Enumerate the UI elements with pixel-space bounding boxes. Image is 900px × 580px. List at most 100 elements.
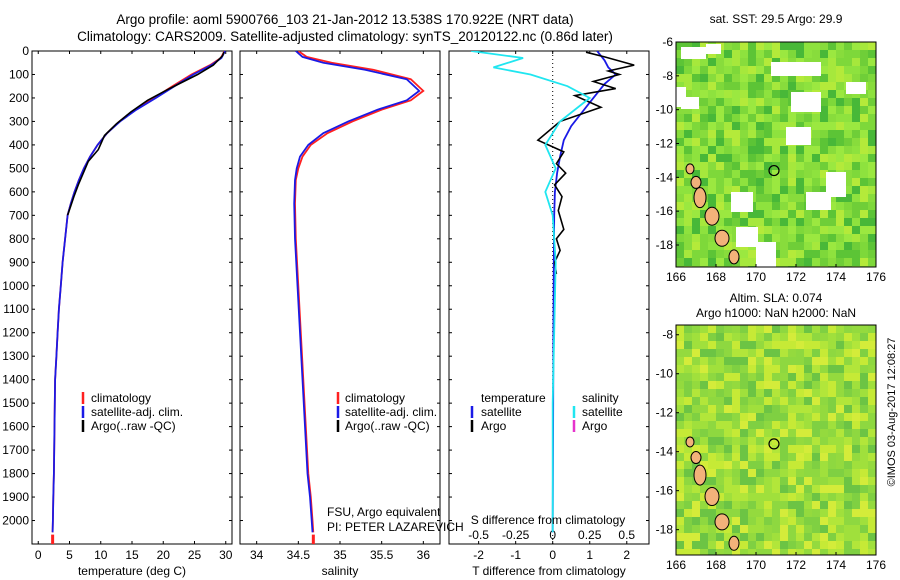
y-tick-label: 500 bbox=[9, 161, 29, 175]
map-cell bbox=[796, 42, 805, 51]
map-cell bbox=[692, 525, 701, 534]
map-cell bbox=[780, 509, 789, 518]
map-cell bbox=[820, 389, 829, 398]
map-cell bbox=[820, 509, 829, 518]
map-cell bbox=[796, 437, 805, 446]
map-cell bbox=[700, 445, 709, 454]
map-cell bbox=[740, 325, 749, 334]
map-cell bbox=[692, 82, 701, 91]
map-cell bbox=[868, 397, 876, 406]
map-cell bbox=[796, 461, 805, 470]
map-cell bbox=[732, 162, 741, 171]
map-cell bbox=[676, 114, 685, 123]
map-cell bbox=[676, 74, 685, 83]
x-tick-label: 0 bbox=[35, 548, 42, 562]
map-cell bbox=[724, 477, 733, 486]
map-cell bbox=[716, 50, 725, 59]
map-cell bbox=[716, 130, 725, 139]
map-cell bbox=[772, 525, 781, 534]
map-cell bbox=[724, 42, 733, 51]
map-cell bbox=[756, 90, 765, 99]
map-cell bbox=[780, 349, 789, 358]
map-cell bbox=[796, 325, 805, 334]
x-axis-label: temperature (deg C) bbox=[78, 564, 186, 578]
map-cell bbox=[860, 114, 869, 123]
map-cell bbox=[740, 82, 749, 91]
map-cell bbox=[788, 250, 797, 259]
map-cell bbox=[708, 469, 717, 478]
map-cell bbox=[684, 106, 693, 115]
map-cell bbox=[724, 146, 733, 155]
map-cell bbox=[756, 202, 765, 211]
map-cell bbox=[836, 349, 845, 358]
map-cell bbox=[716, 533, 725, 542]
map-cell bbox=[708, 333, 717, 342]
map-cell bbox=[852, 202, 861, 211]
map-cell bbox=[796, 517, 805, 526]
map-cell bbox=[700, 42, 709, 51]
x-tick-label: 35.5 bbox=[370, 548, 394, 562]
map-cell bbox=[692, 42, 701, 51]
map-cell bbox=[868, 210, 876, 219]
map-cell bbox=[828, 493, 837, 502]
map-cell bbox=[844, 98, 853, 107]
map-cell bbox=[820, 429, 829, 438]
map-cell bbox=[716, 341, 725, 350]
map-cell bbox=[772, 194, 781, 203]
map-cell bbox=[796, 445, 805, 454]
map-cell bbox=[852, 501, 861, 510]
map-cell bbox=[764, 234, 773, 243]
map-cell bbox=[804, 405, 813, 414]
map-cell bbox=[820, 333, 829, 342]
map-cell bbox=[700, 234, 709, 243]
map-cell bbox=[788, 413, 797, 422]
map-cell bbox=[684, 114, 693, 123]
map-y-tick-label: -8 bbox=[662, 69, 673, 83]
map-cell bbox=[852, 341, 861, 350]
map-cell bbox=[812, 250, 821, 259]
map-cell bbox=[756, 453, 765, 462]
map-cell bbox=[708, 130, 717, 139]
x-tick-label: 20 bbox=[157, 548, 171, 562]
map-y-tick-label: -18 bbox=[656, 238, 674, 252]
map-cell bbox=[700, 258, 709, 267]
map-cell bbox=[764, 162, 773, 171]
map-cell bbox=[820, 154, 829, 163]
x-tick-label: 2 bbox=[623, 548, 630, 562]
map-cell bbox=[772, 373, 781, 382]
map-cell bbox=[748, 413, 757, 422]
map-cell bbox=[692, 437, 701, 446]
map-cell bbox=[692, 365, 701, 374]
series-line-black bbox=[66, 51, 225, 216]
map-cell bbox=[676, 365, 685, 374]
map-cell bbox=[772, 82, 781, 91]
map-cell bbox=[756, 122, 765, 131]
map-cell bbox=[820, 250, 829, 259]
map-cell bbox=[852, 186, 861, 195]
map-cell bbox=[772, 154, 781, 163]
map-cell bbox=[788, 357, 797, 366]
map-cell bbox=[852, 333, 861, 342]
map-cell bbox=[868, 42, 876, 51]
map-cell bbox=[780, 501, 789, 510]
map-cell bbox=[732, 549, 741, 555]
map-cell bbox=[740, 90, 749, 99]
map-cell bbox=[788, 485, 797, 494]
map-cell bbox=[780, 114, 789, 123]
map-cell bbox=[684, 501, 693, 510]
map-cell bbox=[844, 114, 853, 123]
map-cell bbox=[692, 445, 701, 454]
map-cell bbox=[852, 242, 861, 251]
map-cell bbox=[708, 549, 717, 555]
map-cell bbox=[676, 381, 685, 390]
map-cell bbox=[732, 517, 741, 526]
map-cell bbox=[836, 501, 845, 510]
island bbox=[714, 229, 730, 247]
map-cell bbox=[676, 226, 685, 235]
map-cell bbox=[740, 533, 749, 542]
map-cell bbox=[788, 114, 797, 123]
map-cell bbox=[844, 405, 853, 414]
map-cell bbox=[860, 413, 869, 422]
map-cell bbox=[812, 138, 821, 147]
map-cell bbox=[820, 485, 829, 494]
